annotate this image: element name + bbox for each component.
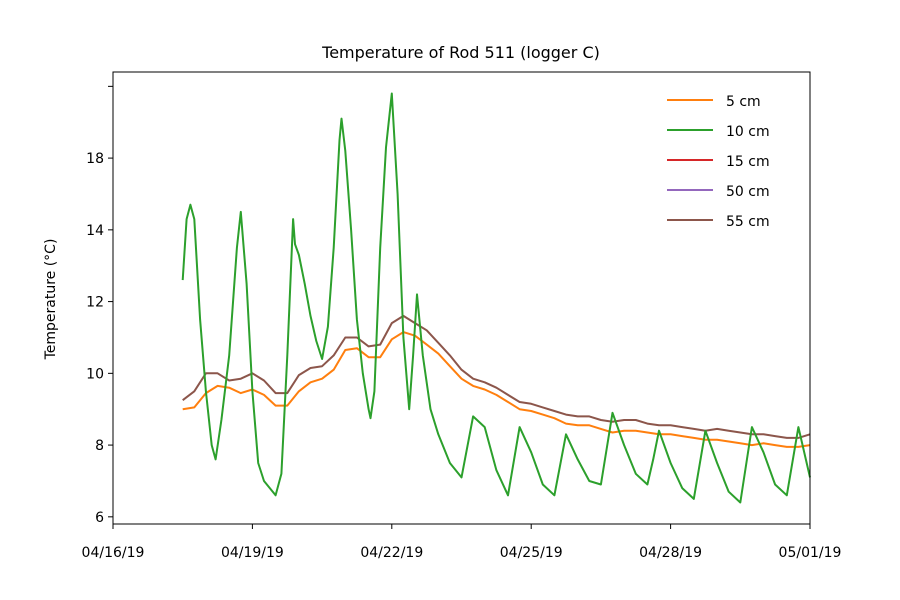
- y-tick-label: 18: [86, 151, 104, 167]
- legend: 5 cm 10 cm 15 cm 50 cm 55 cm: [667, 94, 770, 230]
- legend-label-5-cm: 5 cm: [726, 94, 761, 110]
- y-ticks: 6 8 10 12 14 18: [86, 85, 113, 526]
- x-tick-label: 04/22/19: [360, 545, 423, 561]
- x-tick-label: 04/25/19: [500, 545, 563, 561]
- series-line-10-cm: [181, 92, 811, 504]
- x-tick-label: 05/01/19: [779, 545, 842, 561]
- x-tick-label: 04/16/19: [82, 545, 145, 561]
- x-tick-label: 04/28/19: [639, 545, 702, 561]
- y-tick-label: 6: [95, 510, 104, 526]
- x-ticks: 04/16/19 04/19/19 04/22/19 04/25/19 04/28/19…: [82, 524, 842, 561]
- legend-label-55-cm: 55 cm: [726, 214, 770, 230]
- legend-label-10-cm: 10 cm: [726, 124, 770, 140]
- y-tick-label: 12: [86, 295, 104, 311]
- y-tick-label: 10: [86, 366, 104, 382]
- series-line-55-cm: [182, 314, 811, 439]
- series-line-5-cm: [182, 331, 811, 448]
- y-axis-label: Temperature (°C): [43, 239, 59, 361]
- series-lines: [181, 92, 811, 504]
- legend-label-50-cm: 50 cm: [726, 184, 770, 200]
- y-tick-label: 14: [86, 223, 104, 239]
- chart-title: Temperature of Rod 511 (logger C): [321, 43, 600, 62]
- plot-frame: [112, 71, 811, 525]
- legend-label-15-cm: 15 cm: [726, 154, 770, 170]
- y-tick-label: 8: [95, 438, 104, 454]
- x-tick-label: 04/19/19: [221, 545, 284, 561]
